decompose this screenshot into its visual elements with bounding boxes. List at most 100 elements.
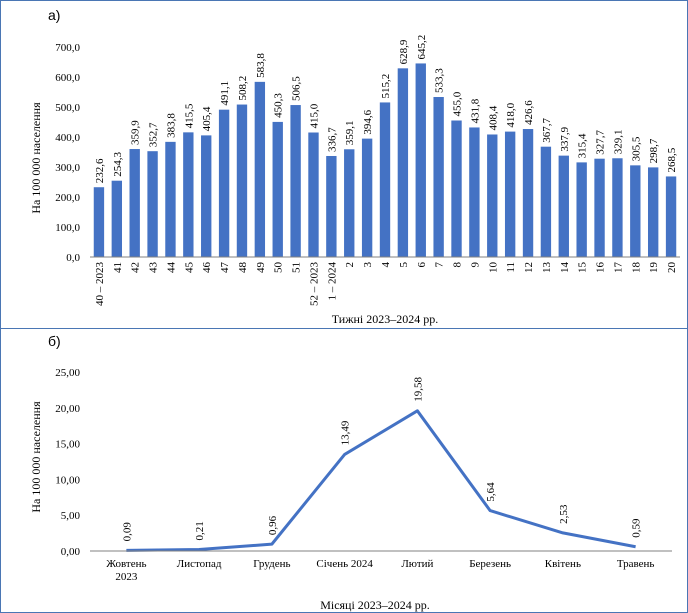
x-tick-label: 45 [183,262,195,274]
bar-value-label: 298,7 [648,138,660,163]
bar [272,121,283,257]
panel-label-a: а) [48,7,60,23]
series-line [126,409,636,552]
y-tick-label: 100,0 [55,222,80,234]
point-value-label: 0,59 [631,518,643,538]
bar [487,134,498,257]
bar [469,127,480,258]
x-axis-title-b: Місяці 2023–2024 рр. [320,598,430,612]
bar [201,135,212,257]
x-tick-label: 51 [291,262,303,273]
x-tick-label: 43 [148,262,160,274]
bar [111,180,123,257]
y-tick-label: 200,0 [55,192,80,204]
y-tick-label: 20,00 [55,403,80,415]
monthly-line-chart: б) На 100 000 населення Місяці 2023–2024… [29,333,672,612]
x-tick-label: Листопад [177,558,222,570]
x-tick-label: 1 – 2024 [326,262,338,301]
bar [594,158,605,257]
x-tick-label: 10 [487,262,499,274]
x-tick-label: Березень [469,558,511,570]
bar-value-label: 508,2 [237,76,249,101]
panel-label-b: б) [48,333,61,349]
bar [165,141,176,257]
point-value-label: 0,09 [121,522,133,542]
point-value-label: 13,49 [340,420,352,445]
bar-value-label: 455,0 [452,91,464,116]
x-tick-label: Лютий [401,558,433,570]
bar-value-label: 426,6 [523,100,535,125]
x-tick-label: 47 [219,262,231,274]
bar-value-label: 415,0 [308,103,320,128]
x-tick-label: 14 [559,262,571,274]
bar [415,63,426,257]
point-value-label: 0,96 [267,515,279,535]
x-tick-label: Травень [617,558,655,570]
y-tick-label: 400,0 [55,132,80,144]
bar-value-label: 327,7 [595,129,607,154]
y-axis-title-b: На 100 000 населення [29,401,43,513]
bar-value-label: 337,9 [559,126,571,151]
x-tick-label: 48 [237,262,249,274]
x-tick-label: 40 – 2023 [94,262,106,307]
bar [93,187,105,257]
bar-value-label: 305,5 [630,136,642,161]
bar [254,81,266,257]
x-tick-label: 16 [595,262,607,274]
y-tick-label: 10,00 [55,474,80,486]
bar [129,149,140,257]
bar-value-label: 329,1 [612,130,624,155]
x-tick-label: 18 [630,262,642,274]
bar-value-label: 405,4 [201,106,213,131]
x-tick-label: 19 [648,262,660,274]
bar [308,132,319,257]
x-tick-label: 46 [201,262,213,274]
x-tick-label: 2 [344,262,356,268]
bar [522,129,534,257]
bar [558,155,569,257]
bar-value-label: 645,2 [416,35,428,60]
x-tick-label: 41 [112,262,124,273]
bar-value-label: 315,4 [577,133,589,158]
bar-value-label: 506,5 [291,76,303,101]
x-tick-label: 3 [362,262,374,268]
bar-value-label: 383,8 [165,113,177,138]
bar [433,97,444,257]
y-tick-label: 700,0 [55,42,80,54]
y-tick-label: 600,0 [55,72,80,84]
bar [379,102,391,257]
x-tick-label: 15 [577,262,589,274]
bar-value-label: 450,3 [273,93,285,118]
bar [326,155,337,257]
bar [665,176,677,257]
x-tick-label: 5 [398,262,410,268]
y-tick-label: 5,00 [61,510,81,522]
x-tick-label: Грудень [253,558,290,570]
bar-value-label: 254,3 [112,151,124,176]
x-tick-label: 6 [416,262,428,268]
bar [344,149,355,257]
bar-value-label: 415,5 [183,103,195,128]
bar-value-label: 431,8 [469,98,481,123]
x-tick-label: 49 [255,262,267,274]
bar-value-label: 408,4 [487,105,499,130]
bar [236,104,248,257]
weekly-bar-chart: а) На 100 000 населення Тижні 2023–2024 … [29,7,680,326]
x-tick-label: Жовтень 2023 [106,558,146,583]
x-tick-label: 12 [523,262,535,273]
y-tick-label: 0,0 [66,252,80,264]
x-tick-label: 52 – 2023 [308,262,320,307]
x-tick-label: 11 [505,262,517,273]
x-tick-label: 4 [380,262,392,268]
bar-value-label: 394,6 [362,109,374,134]
x-tick-label: 20 [666,262,678,274]
bar-value-label: 533,3 [434,68,446,93]
bar-value-label: 336,7 [326,127,338,152]
y-axis-title-a: На 100 000 населення [29,102,43,214]
bar-value-label: 352,7 [148,122,160,147]
x-tick-label: 8 [452,262,464,268]
x-tick-label: 50 [273,262,285,274]
x-tick-label: 42 [130,262,142,273]
bar [451,120,462,257]
bar [290,105,301,257]
